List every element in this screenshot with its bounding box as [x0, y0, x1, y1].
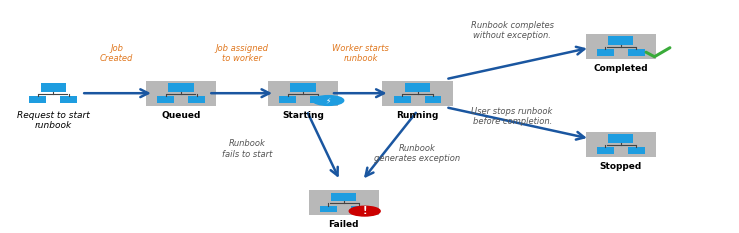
- FancyBboxPatch shape: [320, 206, 337, 212]
- Text: User stops runbook
before completion.: User stops runbook before completion.: [471, 107, 553, 126]
- FancyBboxPatch shape: [608, 37, 633, 45]
- Text: Queued: Queued: [161, 111, 201, 120]
- FancyBboxPatch shape: [597, 147, 614, 154]
- FancyBboxPatch shape: [168, 83, 194, 92]
- FancyBboxPatch shape: [157, 96, 174, 103]
- FancyBboxPatch shape: [146, 81, 217, 106]
- FancyBboxPatch shape: [351, 206, 367, 212]
- Text: Job assigned
to worker: Job assigned to worker: [215, 44, 268, 63]
- Circle shape: [350, 206, 380, 216]
- Text: Running: Running: [396, 111, 439, 120]
- Text: Job
Created: Job Created: [100, 44, 134, 63]
- FancyBboxPatch shape: [188, 96, 205, 103]
- FancyBboxPatch shape: [383, 81, 452, 106]
- Text: Completed: Completed: [593, 64, 648, 73]
- FancyBboxPatch shape: [405, 83, 430, 92]
- Text: Runbook
fails to start: Runbook fails to start: [222, 139, 273, 159]
- FancyBboxPatch shape: [586, 34, 656, 59]
- Text: !: !: [362, 206, 367, 216]
- FancyBboxPatch shape: [268, 81, 338, 106]
- FancyBboxPatch shape: [60, 96, 77, 103]
- FancyBboxPatch shape: [629, 150, 650, 157]
- Text: ⚡: ⚡: [326, 96, 331, 105]
- Text: Worker starts
runbook: Worker starts runbook: [333, 44, 389, 63]
- FancyBboxPatch shape: [424, 96, 441, 103]
- FancyBboxPatch shape: [331, 193, 356, 201]
- FancyBboxPatch shape: [394, 96, 411, 103]
- Text: Stopped: Stopped: [599, 162, 642, 171]
- Circle shape: [313, 96, 344, 105]
- FancyBboxPatch shape: [597, 49, 614, 56]
- FancyBboxPatch shape: [41, 83, 66, 92]
- FancyBboxPatch shape: [290, 83, 316, 92]
- Text: Runbook completes
without exception.: Runbook completes without exception.: [471, 21, 554, 40]
- FancyBboxPatch shape: [310, 96, 327, 103]
- Text: Failed: Failed: [328, 220, 359, 229]
- FancyBboxPatch shape: [309, 190, 379, 215]
- Text: Starting: Starting: [282, 111, 324, 120]
- FancyBboxPatch shape: [628, 49, 644, 56]
- FancyBboxPatch shape: [628, 147, 644, 154]
- FancyBboxPatch shape: [30, 96, 46, 103]
- FancyBboxPatch shape: [279, 96, 296, 103]
- FancyBboxPatch shape: [586, 132, 656, 157]
- FancyBboxPatch shape: [608, 134, 633, 143]
- Text: Runbook
generates exception: Runbook generates exception: [375, 144, 460, 164]
- Text: Request to start
runbook: Request to start runbook: [17, 111, 89, 130]
